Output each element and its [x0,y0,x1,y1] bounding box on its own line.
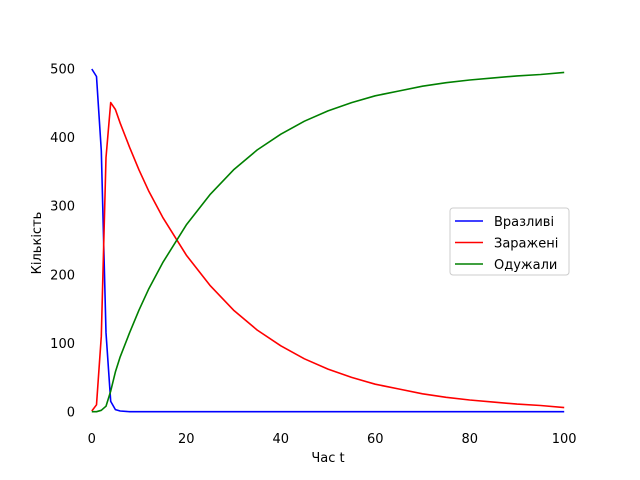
x-tick-label: 60 [367,432,384,447]
x-tick-label: 80 [461,432,478,447]
y-tick-label: 100 [50,337,75,352]
series-line [91,101,565,412]
x-axis-label: Час t [311,451,344,466]
y-tick-label: 300 [50,200,75,215]
legend-label: Одужали [494,258,557,273]
legend-label: Вразливі [494,215,554,230]
y-tick-label: 400 [50,131,75,146]
x-tick-label: 0 [88,432,96,447]
plot-lines [91,68,565,413]
y-axis-label: Кількість [30,212,45,275]
y-tick-label: 0 [67,406,75,421]
y-axis-ticks: 0 100 200 300 400 500 [50,62,75,420]
x-axis-ticks: 0 20 40 60 80 100 [88,432,577,447]
legend: Вразливі Заражені Одужали [449,207,570,276]
x-tick-label: 40 [272,432,289,447]
y-tick-label: 500 [50,62,75,77]
x-tick-label: 20 [178,432,195,447]
legend-label: Заражені [494,237,558,252]
legend-frame [449,207,570,276]
series-line [91,71,565,413]
x-tick-label: 100 [552,432,577,447]
series-line [91,68,565,413]
y-tick-label: 200 [50,268,75,283]
